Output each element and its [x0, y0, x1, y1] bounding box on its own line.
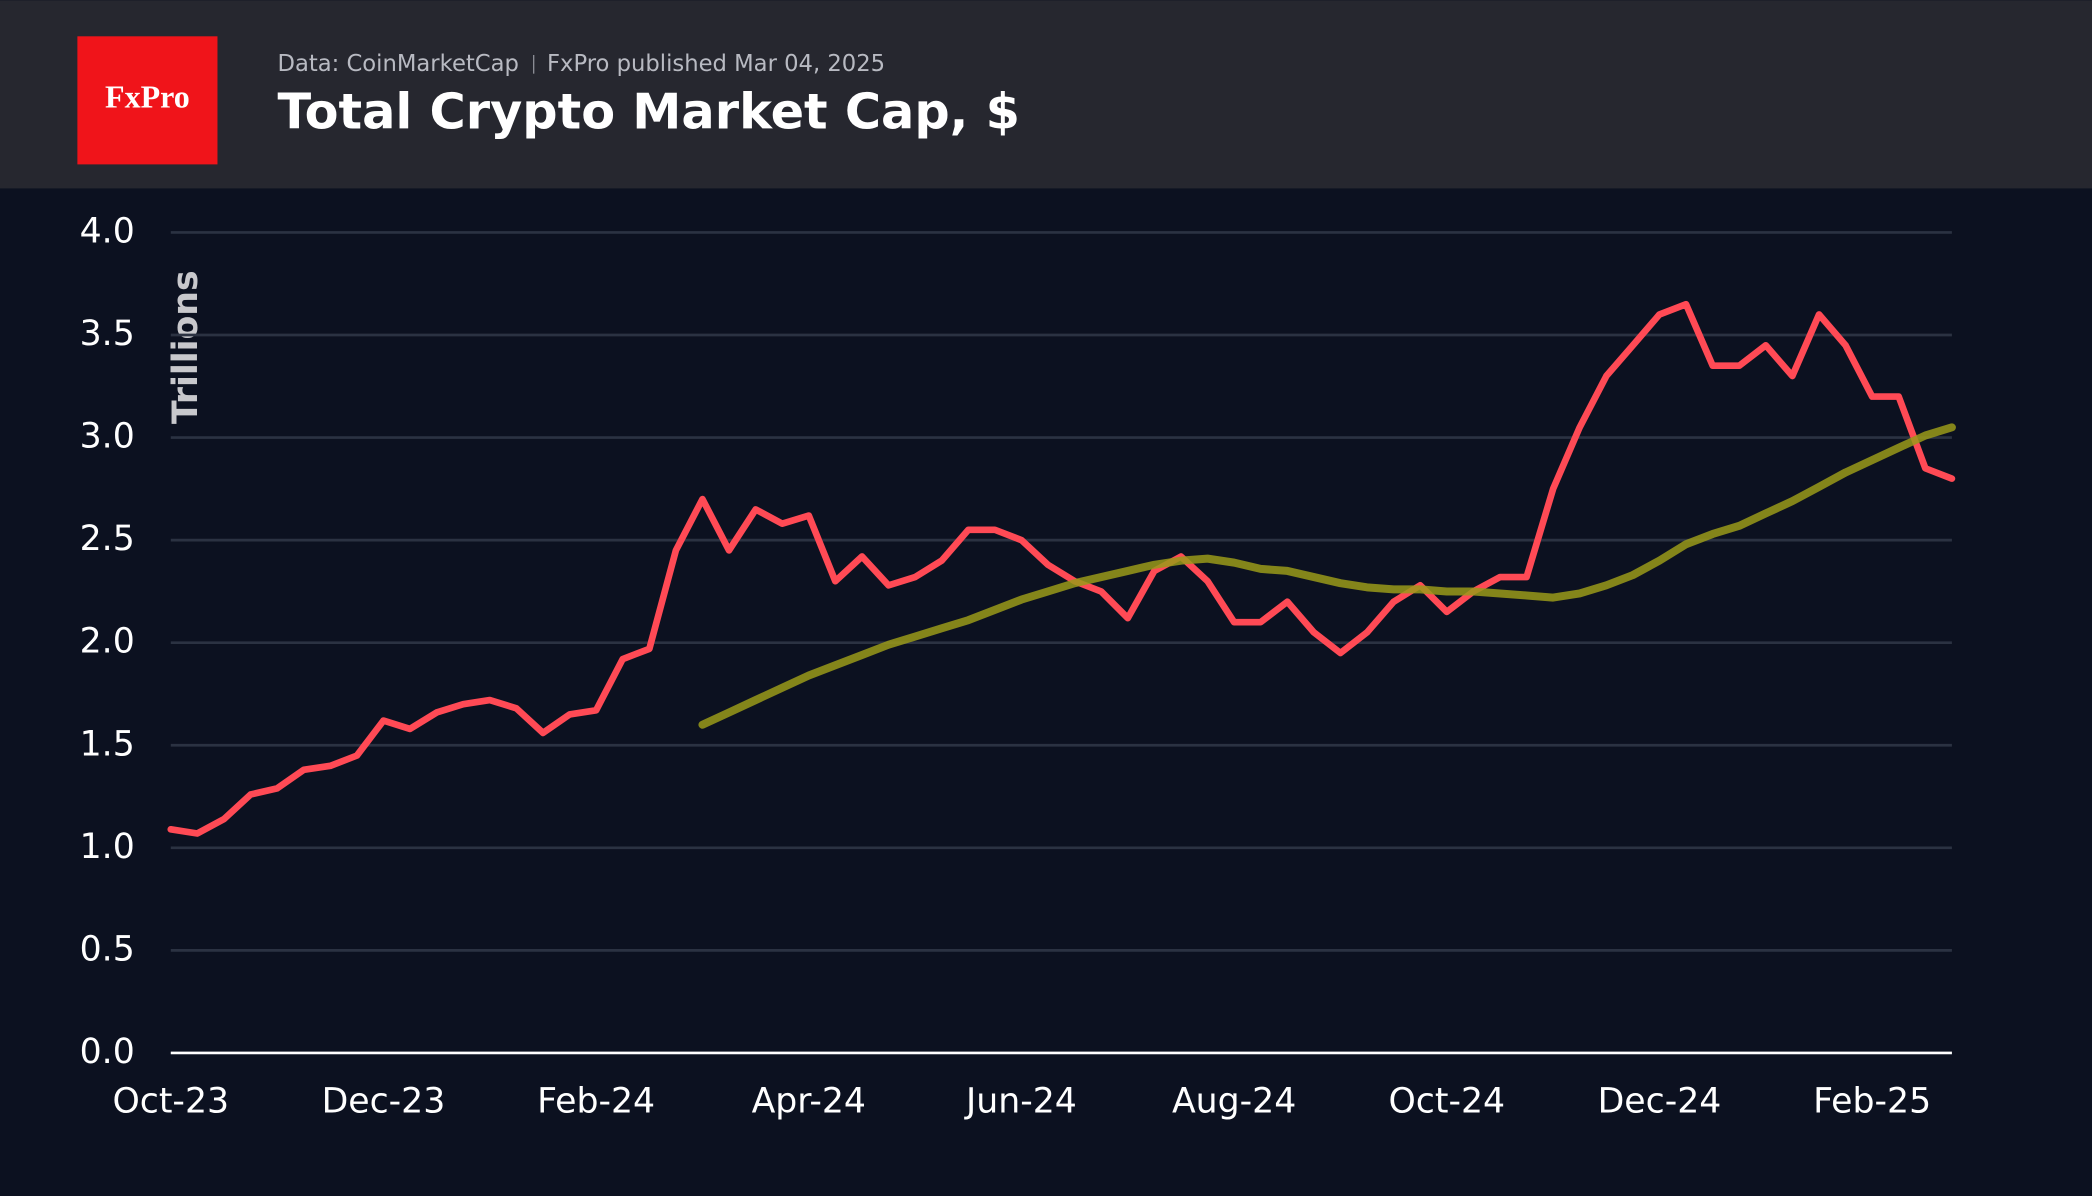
y-tick-label: 4.0	[80, 211, 135, 251]
y-tick-label: 2.0	[80, 622, 135, 662]
y-tick-label: 3.0	[80, 417, 135, 457]
y-tick-label: 1.5	[80, 724, 135, 764]
series-line	[167, 300, 1956, 837]
x-tick-label: Apr-24	[752, 1081, 866, 1121]
y-axis-label: Trillions	[166, 270, 206, 424]
published: FxPro published Mar 04, 2025	[547, 51, 885, 77]
y-tick-label: 1.0	[80, 827, 135, 867]
x-tick-label: Oct-23	[112, 1081, 229, 1121]
header-bar	[0, 0, 2092, 189]
chart-title: Total Crypto Market Cap, $	[278, 83, 1020, 141]
logo-text: FxPro	[105, 79, 190, 115]
source: Data: CoinMarketCap	[278, 51, 519, 77]
series-line	[698, 423, 1956, 729]
y-tick-label: 0.0	[80, 1032, 135, 1072]
logo	[77, 36, 218, 165]
x-tick-label: Dec-24	[1598, 1081, 1722, 1121]
y-tick-label: 2.5	[80, 519, 135, 559]
x-tick-label: Jun-24	[964, 1081, 1077, 1121]
y-tick-label: 3.5	[80, 314, 135, 354]
x-tick-label: Feb-24	[537, 1081, 655, 1121]
x-tick-label: Oct-24	[1389, 1081, 1506, 1121]
x-tick-label: Aug-24	[1172, 1081, 1296, 1121]
y-tick-label: 0.5	[80, 929, 135, 969]
x-tick-label: Dec-23	[322, 1081, 446, 1121]
x-tick-label: Feb-25	[1813, 1081, 1931, 1121]
